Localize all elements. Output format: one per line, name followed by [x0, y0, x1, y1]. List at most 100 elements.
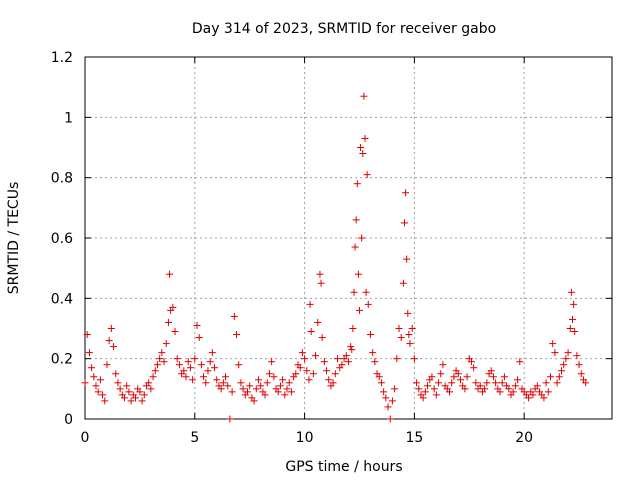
data-point — [182, 373, 190, 381]
data-point — [424, 382, 432, 390]
data-point — [184, 358, 192, 366]
data-point — [233, 331, 241, 339]
data-point — [560, 361, 568, 369]
data-point — [582, 379, 590, 387]
data-point — [191, 355, 199, 363]
data-point — [200, 373, 208, 381]
data-point — [496, 388, 504, 396]
data-point — [219, 379, 227, 387]
data-point — [243, 388, 251, 396]
data-point — [99, 391, 107, 399]
data-point — [371, 358, 379, 366]
data-point — [145, 379, 153, 387]
data-point — [213, 376, 221, 384]
data-point — [325, 376, 333, 384]
data-point — [305, 376, 313, 384]
data-point — [94, 388, 102, 396]
data-point — [446, 388, 454, 396]
data-point — [138, 397, 146, 405]
data-point — [408, 325, 416, 332]
data-point — [555, 373, 563, 381]
data-point — [101, 397, 109, 405]
data-point — [566, 325, 574, 332]
data-point — [357, 144, 365, 151]
data-point — [85, 349, 93, 357]
data-point — [564, 349, 572, 357]
data-point — [352, 216, 360, 224]
data-point — [235, 361, 243, 369]
data-point — [195, 334, 203, 342]
data-point — [529, 391, 537, 399]
data-point — [261, 391, 269, 399]
data-point — [362, 288, 370, 296]
data-point — [292, 370, 300, 378]
y-tick-label: 0.6 — [51, 231, 73, 247]
data-point — [557, 367, 565, 375]
data-point — [542, 379, 550, 387]
data-point — [239, 385, 247, 393]
data-point — [481, 385, 489, 393]
data-point — [361, 134, 369, 142]
y-tick-label: 0.8 — [51, 171, 73, 187]
data-point — [81, 379, 89, 387]
data-point — [575, 361, 583, 369]
data-point — [151, 367, 159, 375]
data-point — [230, 312, 238, 320]
data-point — [472, 379, 480, 387]
data-point — [88, 364, 96, 372]
data-point — [437, 370, 445, 378]
data-point — [189, 376, 197, 384]
y-tick-label: 1.2 — [51, 50, 73, 66]
data-point — [156, 355, 164, 363]
data-point — [353, 180, 361, 188]
data-point — [350, 288, 358, 296]
data-point — [463, 373, 471, 381]
y-tick-label: 0.4 — [51, 291, 73, 307]
data-point — [347, 343, 355, 351]
data-point — [312, 352, 320, 360]
data-point — [224, 382, 232, 390]
data-point — [498, 379, 506, 387]
data-point — [551, 349, 559, 357]
data-point — [153, 361, 161, 369]
data-point — [410, 355, 418, 363]
data-point — [489, 373, 497, 381]
data-point — [405, 331, 413, 339]
data-point — [296, 364, 304, 372]
data-point — [160, 358, 168, 366]
data-point — [467, 358, 475, 366]
data-point — [263, 379, 271, 387]
data-point — [281, 391, 289, 399]
data-point — [540, 394, 548, 402]
y-tick-label: 0 — [64, 412, 73, 428]
data-point — [306, 300, 314, 308]
data-point — [270, 373, 278, 381]
data-point — [395, 325, 403, 332]
x-tick-label: 5 — [190, 430, 199, 446]
data-point — [123, 382, 131, 390]
data-point — [204, 367, 212, 375]
data-point — [505, 385, 513, 393]
data-point — [158, 349, 166, 357]
data-point — [252, 385, 260, 393]
data-point — [514, 376, 522, 384]
data-point — [276, 382, 284, 390]
data-point — [329, 379, 337, 387]
y-tick-label: 1 — [64, 110, 73, 126]
chart-title: Day 314 of 2023, SRMTID for receiver gab… — [192, 21, 496, 37]
data-point — [320, 358, 328, 366]
y-axis: 0 0.2 0.4 0.6 0.8 1 1.2 — [51, 50, 612, 428]
data-point — [567, 288, 575, 296]
data-point — [375, 373, 383, 381]
data-point — [470, 364, 478, 372]
data-point — [421, 388, 429, 396]
data-point — [547, 373, 555, 381]
data-point — [206, 358, 214, 366]
data-point — [171, 328, 179, 336]
data-point — [562, 355, 570, 363]
data-point — [369, 349, 377, 357]
data-point — [125, 388, 133, 396]
data-point — [116, 385, 124, 393]
data-point — [307, 328, 315, 336]
